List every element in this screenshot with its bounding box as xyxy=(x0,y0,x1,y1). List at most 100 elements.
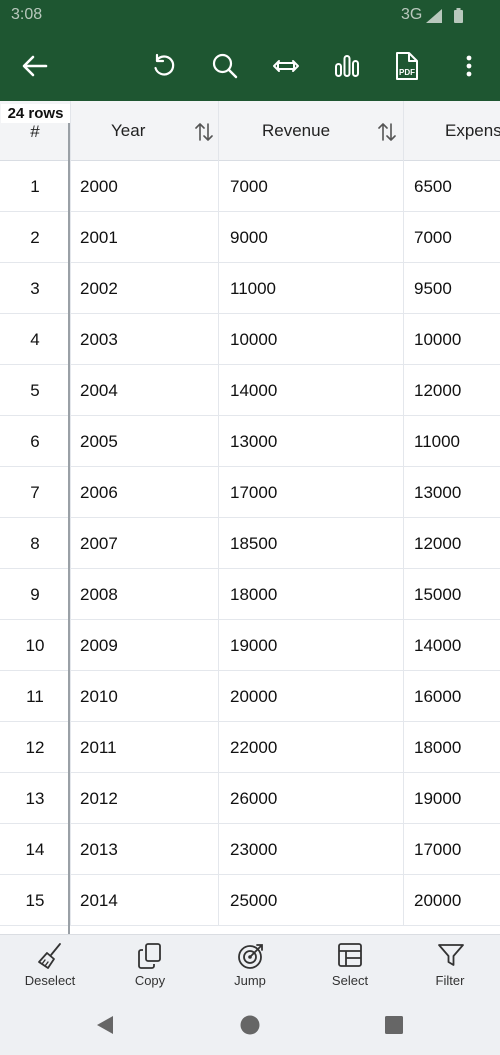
revenue-cell[interactable]: 11000 xyxy=(218,263,403,314)
select-label: Select xyxy=(331,973,369,988)
year-cell[interactable]: 2007 xyxy=(70,518,218,569)
revenue-cell[interactable]: 25000 xyxy=(218,875,403,926)
table-row[interactable]: 2 2001 9000 7000 xyxy=(0,212,500,263)
year-cell[interactable]: 2010 xyxy=(70,671,218,722)
table-row[interactable]: 13 2012 26000 19000 xyxy=(0,773,500,824)
filter-label: Filter xyxy=(435,973,465,988)
table-row[interactable]: 10 2009 19000 14000 xyxy=(0,620,500,671)
revenue-cell[interactable]: 7000 xyxy=(218,161,403,212)
revenue-cell[interactable]: 18000 xyxy=(218,569,403,620)
table-row[interactable]: 5 2004 14000 12000 xyxy=(0,365,500,416)
expenses-cell[interactable]: 17000 xyxy=(403,824,500,875)
select-button[interactable]: Select xyxy=(300,935,400,995)
table-row[interactable]: 8 2007 18500 12000 xyxy=(0,518,500,569)
expenses-cell[interactable]: 20000 xyxy=(403,875,500,926)
year-cell[interactable]: 2002 xyxy=(70,263,218,314)
row-index-cell[interactable]: 4 xyxy=(30,330,40,349)
revenue-cell[interactable]: 26000 xyxy=(218,773,403,824)
revenue-cell[interactable]: 19000 xyxy=(218,620,403,671)
year-cell[interactable]: 2000 xyxy=(70,161,218,212)
year-cell[interactable]: 2006 xyxy=(70,467,218,518)
row-index-cell[interactable]: 5 xyxy=(30,381,40,400)
year-cell[interactable]: 2001 xyxy=(70,212,218,263)
row-index-cell[interactable]: 9 xyxy=(30,585,40,604)
row-index-cell[interactable]: 12 xyxy=(25,738,45,757)
year-cell[interactable]: 2004 xyxy=(70,365,218,416)
revenue-cell[interactable]: 20000 xyxy=(218,671,403,722)
search-button[interactable] xyxy=(205,46,245,86)
year-cell[interactable]: 2008 xyxy=(70,569,218,620)
table-row[interactable]: 14 2013 23000 17000 xyxy=(0,824,500,875)
year-cell[interactable]: 2005 xyxy=(70,416,218,467)
expenses-cell[interactable]: 13000 xyxy=(403,467,500,518)
undo-button[interactable] xyxy=(144,46,184,86)
row-index-cell[interactable]: 3 xyxy=(30,279,40,298)
deselect-button[interactable]: Deselect xyxy=(0,935,100,995)
expenses-cell[interactable]: 9500 xyxy=(403,263,500,314)
expenses-cell[interactable]: 14000 xyxy=(403,620,500,671)
table-row[interactable]: 15 2014 25000 20000 xyxy=(0,875,500,926)
year-cell[interactable]: 2011 xyxy=(70,722,218,773)
revenue-cell[interactable]: 22000 xyxy=(218,722,403,773)
expenses-cell[interactable]: 11000 xyxy=(403,416,500,467)
year-cell[interactable]: 2012 xyxy=(70,773,218,824)
revenue-cell[interactable]: 10000 xyxy=(218,314,403,365)
revenue-cell[interactable]: 13000 xyxy=(218,416,403,467)
revenue-cell[interactable]: 17000 xyxy=(218,467,403,518)
revenue-cell[interactable]: 23000 xyxy=(218,824,403,875)
expenses-cell[interactable]: 12000 xyxy=(403,518,500,569)
expenses-cell[interactable]: 7000 xyxy=(403,212,500,263)
expenses-cell[interactable]: 18000 xyxy=(403,722,500,773)
table-row[interactable]: 11 2010 20000 16000 xyxy=(0,671,500,722)
table-row[interactable]: 4 2003 10000 10000 xyxy=(0,314,500,365)
expenses-cell[interactable]: 6500 xyxy=(403,161,500,212)
table-row[interactable]: 1 2000 7000 6500 xyxy=(0,161,500,212)
column-header-revenue[interactable]: Revenue xyxy=(218,101,403,161)
recents-square-icon[interactable] xyxy=(383,1014,405,1036)
filter-button[interactable]: Filter xyxy=(400,935,500,995)
row-index-cell[interactable]: 10 xyxy=(25,636,45,655)
pdf-export-button[interactable]: PDF xyxy=(387,46,427,86)
chart-button[interactable] xyxy=(327,46,367,86)
frozen-column-divider[interactable] xyxy=(68,120,70,934)
row-index-cell[interactable]: 15 xyxy=(25,891,45,910)
column-header-expenses[interactable]: Expens xyxy=(403,101,500,161)
sort-year-icon[interactable] xyxy=(193,121,215,143)
revenue-cell[interactable]: 18500 xyxy=(218,518,403,569)
copy-button[interactable]: Copy xyxy=(100,935,200,995)
revenue-cell[interactable]: 9000 xyxy=(218,212,403,263)
back-button[interactable] xyxy=(15,46,55,86)
table-row[interactable]: 12 2011 22000 18000 xyxy=(0,722,500,773)
home-circle-icon[interactable] xyxy=(239,1014,261,1036)
table-row[interactable]: 9 2008 18000 15000 xyxy=(0,569,500,620)
sort-revenue-icon[interactable] xyxy=(376,121,398,143)
more-options-button[interactable] xyxy=(449,46,489,86)
expenses-cell[interactable]: 12000 xyxy=(403,365,500,416)
year-cell[interactable]: 2003 xyxy=(70,314,218,365)
table-row[interactable]: 7 2006 17000 13000 xyxy=(0,467,500,518)
column-header-year[interactable]: Year xyxy=(70,101,218,161)
row-index-cell[interactable]: 14 xyxy=(25,840,45,859)
row-index-cell[interactable]: 11 xyxy=(26,687,44,706)
column-width-button[interactable] xyxy=(266,46,306,86)
row-index-cell[interactable]: 7 xyxy=(30,483,40,502)
row-index-cell[interactable]: 8 xyxy=(30,534,40,553)
row-index-cell[interactable]: 13 xyxy=(25,789,45,808)
row-index-cell[interactable]: 1 xyxy=(30,177,40,196)
year-cell[interactable]: 2009 xyxy=(70,620,218,671)
undo-icon xyxy=(154,53,175,76)
column-header-revenue-label: Revenue xyxy=(262,121,331,140)
jump-button[interactable]: Jump xyxy=(200,935,300,995)
year-cell[interactable]: 2013 xyxy=(70,824,218,875)
table-row[interactable]: 3 2002 11000 9500 xyxy=(0,263,500,314)
table-row[interactable]: 6 2005 13000 11000 xyxy=(0,416,500,467)
expenses-cell[interactable]: 10000 xyxy=(403,314,500,365)
year-cell[interactable]: 2014 xyxy=(70,875,218,926)
row-index-cell[interactable]: 2 xyxy=(30,228,40,247)
expenses-cell[interactable]: 15000 xyxy=(403,569,500,620)
expenses-cell[interactable]: 16000 xyxy=(403,671,500,722)
row-index-cell[interactable]: 6 xyxy=(30,432,40,451)
revenue-cell[interactable]: 14000 xyxy=(218,365,403,416)
expenses-cell[interactable]: 19000 xyxy=(403,773,500,824)
back-triangle-icon[interactable] xyxy=(94,1014,116,1036)
